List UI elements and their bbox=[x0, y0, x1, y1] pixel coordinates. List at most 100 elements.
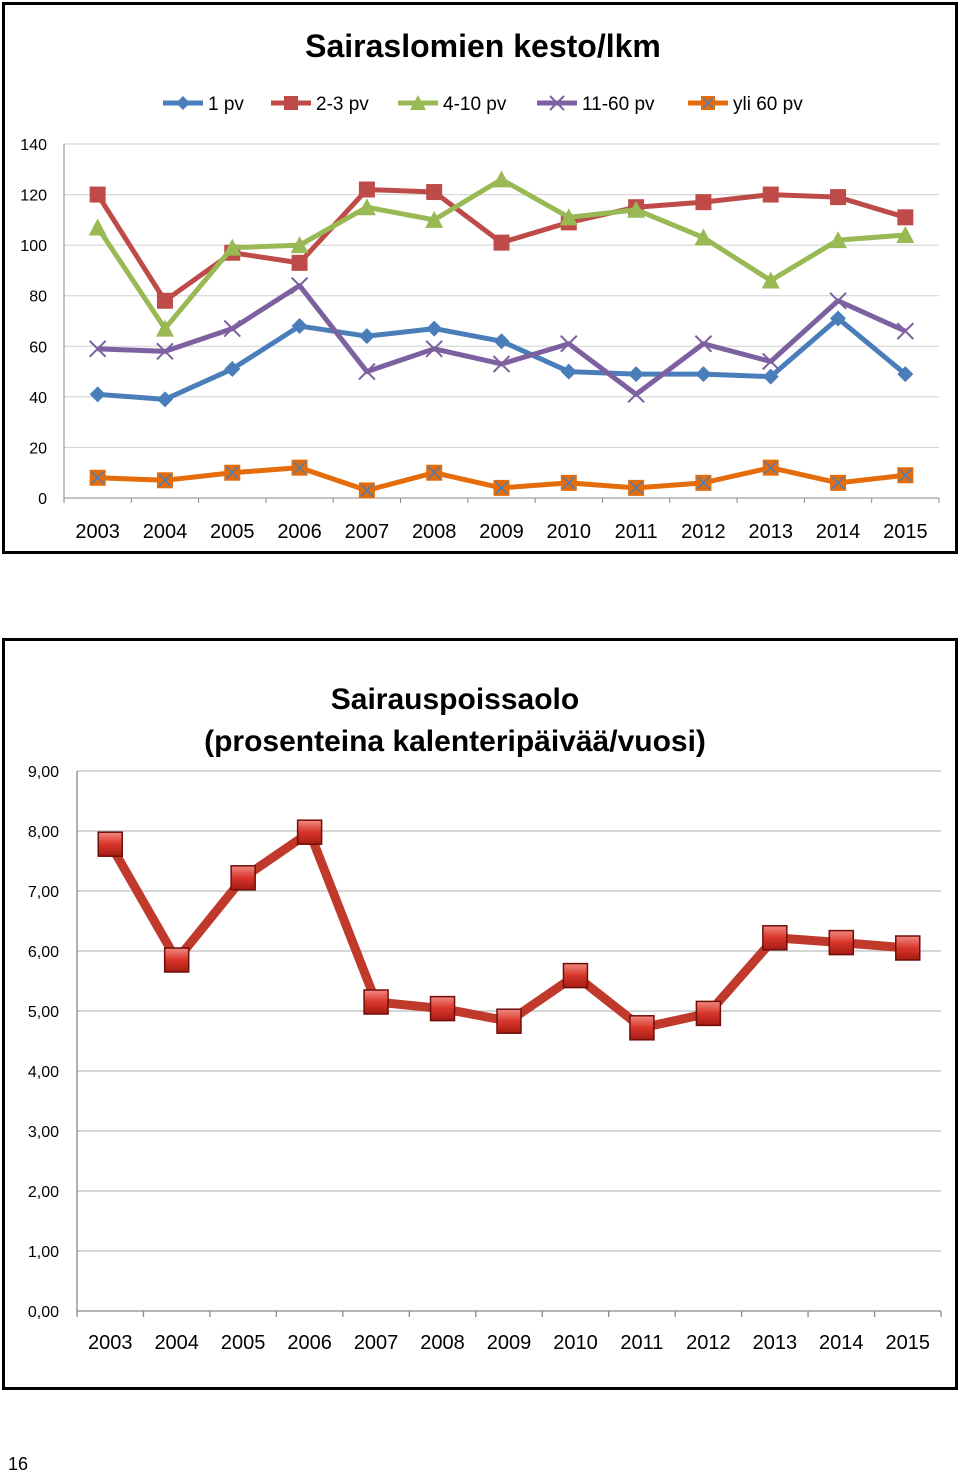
square-marker bbox=[89, 186, 106, 203]
triangle-marker bbox=[357, 198, 376, 216]
diamond-marker bbox=[89, 386, 106, 403]
chart-2-svg: Sairauspoissaolo (prosenteina kalenteripä… bbox=[28, 683, 942, 1354]
x-marker bbox=[225, 466, 239, 480]
x-marker bbox=[702, 97, 714, 109]
diamond-marker bbox=[176, 96, 190, 110]
series-4-10-pv bbox=[88, 170, 915, 337]
chart-sairauspoissaolo: Sairauspoissaolo (prosenteina kalenteripä… bbox=[2, 638, 958, 1390]
square-marker bbox=[291, 254, 308, 271]
square-marker bbox=[156, 292, 173, 309]
x-marker bbox=[358, 362, 376, 381]
series-11-60-pv bbox=[88, 276, 915, 404]
legend-item: 4-10 pv bbox=[398, 94, 507, 115]
square-marker bbox=[695, 194, 712, 211]
x-marker bbox=[896, 322, 915, 340]
x-marker bbox=[549, 95, 565, 111]
y-tick-label: 3,00 bbox=[28, 1124, 59, 1141]
y-tick-label: 80 bbox=[29, 289, 47, 306]
legend-label: 11-60 pv bbox=[582, 94, 655, 115]
diamond-marker bbox=[493, 333, 510, 350]
x-tick-label: 2012 bbox=[681, 521, 726, 543]
y-tick-label: 120 bbox=[20, 188, 47, 205]
x-marker bbox=[494, 481, 509, 495]
x-marker bbox=[156, 342, 174, 361]
diamond-marker bbox=[560, 363, 577, 380]
diamond-marker bbox=[695, 366, 712, 383]
x-tick-label: 2015 bbox=[883, 521, 928, 543]
triangle-marker bbox=[155, 319, 174, 337]
triangle-marker bbox=[290, 236, 309, 254]
x-marker bbox=[898, 468, 912, 482]
x-marker bbox=[694, 335, 713, 353]
x-tick-label: 2004 bbox=[154, 1332, 199, 1354]
y-tick-label: 9,00 bbox=[28, 764, 59, 781]
square-marker bbox=[429, 995, 456, 1022]
x-tick-label: 2005 bbox=[210, 521, 255, 543]
legend-label: 4-10 pv bbox=[443, 94, 507, 115]
square-marker bbox=[284, 96, 298, 110]
x-marker bbox=[88, 340, 107, 358]
diamond-marker bbox=[897, 366, 914, 383]
x-marker bbox=[293, 461, 307, 475]
triangle-marker bbox=[223, 238, 242, 256]
triangle-marker bbox=[425, 210, 444, 228]
x-marker bbox=[492, 355, 511, 373]
square-marker bbox=[358, 181, 375, 198]
triangle-marker bbox=[559, 208, 578, 226]
series-line bbox=[106, 827, 909, 1033]
x-tick-label: 2004 bbox=[143, 521, 188, 543]
x-tick-label: 2014 bbox=[816, 521, 861, 543]
diamond-marker bbox=[291, 318, 308, 335]
legend-label: 2-3 pv bbox=[316, 94, 369, 115]
page-number: 16 bbox=[8, 1454, 29, 1474]
triangle-marker bbox=[627, 200, 646, 218]
square-marker bbox=[629, 1015, 655, 1041]
x-tick-label: 2007 bbox=[354, 1332, 399, 1354]
x-marker bbox=[158, 473, 172, 487]
triangle-marker bbox=[829, 231, 848, 249]
y-tick-label: 5,00 bbox=[28, 1004, 59, 1021]
y-tick-label: 140 bbox=[20, 137, 47, 154]
square-marker bbox=[163, 947, 190, 973]
y-tick-label: 0,00 bbox=[28, 1304, 59, 1321]
triangle-marker bbox=[88, 218, 107, 236]
square-marker bbox=[230, 865, 256, 891]
x-marker bbox=[427, 466, 441, 480]
x-marker bbox=[290, 276, 309, 295]
x-tick-label: 2012 bbox=[686, 1332, 731, 1354]
x-tick-label: 2005 bbox=[221, 1332, 266, 1354]
y-tick-label: 1,00 bbox=[28, 1244, 59, 1261]
x-tick-label: 2010 bbox=[553, 1332, 598, 1354]
chart-title-line-2: (prosenteina kalenteripäivää/vuosi) bbox=[204, 725, 706, 758]
y-tick-label: 100 bbox=[20, 238, 47, 255]
square-marker bbox=[296, 819, 323, 845]
y-tick-label: 60 bbox=[29, 339, 47, 356]
diamond-marker bbox=[628, 366, 645, 383]
y-tick-label: 8,00 bbox=[28, 824, 59, 841]
x-tick-label: 2006 bbox=[277, 521, 322, 543]
x-marker bbox=[629, 481, 643, 495]
diamond-marker bbox=[224, 361, 241, 378]
square-marker bbox=[695, 1000, 722, 1027]
x-marker bbox=[696, 476, 710, 490]
legend-item: 11-60 pv bbox=[537, 94, 655, 115]
y-tick-label: 40 bbox=[29, 390, 47, 407]
x-tick-label: 2009 bbox=[487, 1332, 532, 1354]
square-marker bbox=[562, 962, 589, 989]
y-tick-label: 20 bbox=[29, 440, 47, 457]
legend-label: yli 60 pv bbox=[733, 94, 803, 115]
x-marker bbox=[831, 476, 845, 490]
square-marker bbox=[363, 989, 389, 1015]
diamond-marker bbox=[426, 320, 443, 337]
square-marker bbox=[496, 1008, 522, 1034]
chart-1-svg: Sairaslomien kesto/lkm 0 20 40 60 80 100 120 140… bbox=[20, 28, 940, 543]
y-tick-label: 2,00 bbox=[28, 1184, 59, 1201]
square-marker bbox=[828, 929, 855, 956]
x-marker bbox=[223, 319, 241, 338]
legend-item: 2-3 pv bbox=[271, 94, 369, 115]
square-marker bbox=[897, 209, 914, 226]
chart-title-line-1: Sairauspoissaolo bbox=[331, 683, 579, 716]
triangle-marker bbox=[492, 170, 511, 188]
x-marker bbox=[425, 340, 443, 358]
x-tick-label: 2007 bbox=[345, 521, 390, 543]
